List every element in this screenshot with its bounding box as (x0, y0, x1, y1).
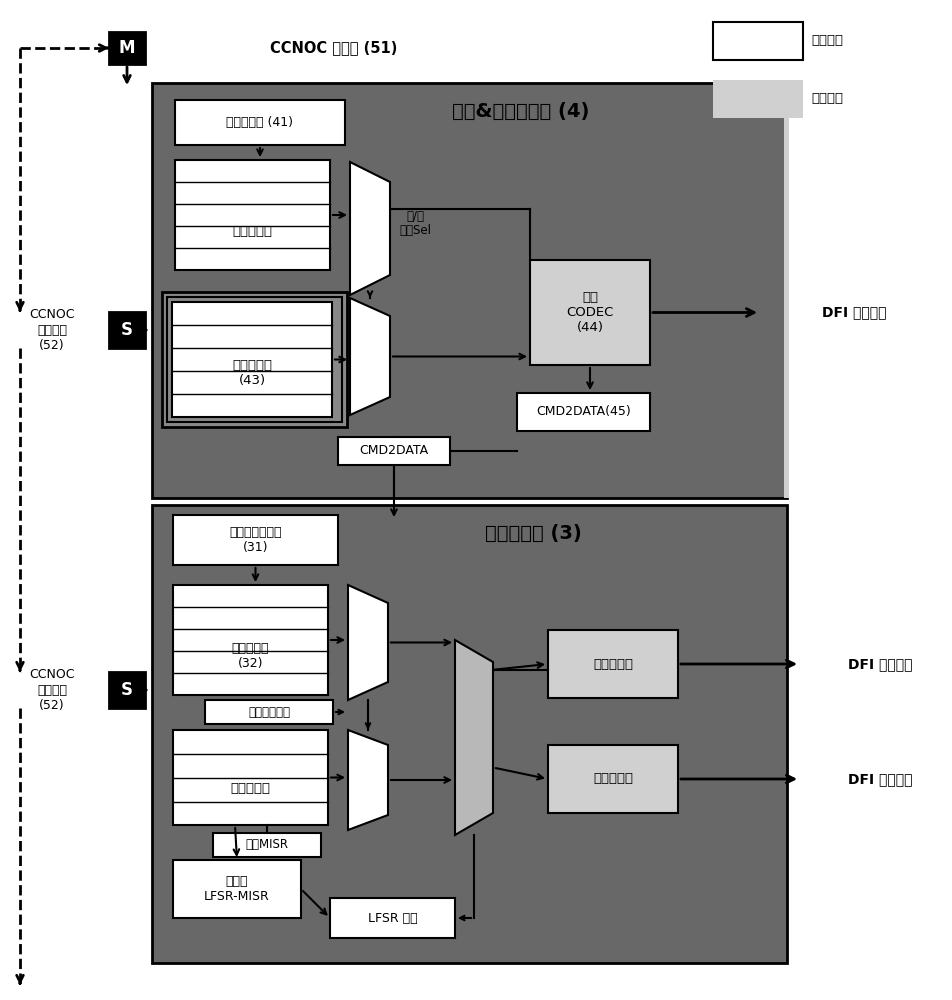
Polygon shape (455, 640, 493, 835)
Bar (713, 22, 803, 60)
Text: S: S (121, 321, 133, 339)
Text: 读取数据模式: 读取数据模式 (248, 706, 290, 718)
Bar (213, 833, 321, 857)
Text: CMD2DATA: CMD2DATA (360, 444, 428, 458)
Text: CMD2DATA(45): CMD2DATA(45) (536, 406, 631, 418)
Bar (530, 260, 650, 365)
Bar (109, 312, 145, 348)
Bar (162, 292, 347, 427)
Text: 命令序列表: 命令序列表 (232, 225, 272, 238)
Bar (175, 160, 330, 270)
Text: CCNOC 主设备 (51): CCNOC 主设备 (51) (270, 40, 397, 55)
Text: CCNOC
从属设备
(52): CCNOC 从属设备 (52) (30, 308, 75, 352)
Bar (152, 505, 787, 963)
Text: DFI 数据传送: DFI 数据传送 (848, 772, 913, 786)
Text: DFI 命令传送: DFI 命令传送 (822, 306, 886, 320)
Text: 数据定序器控制
(31): 数据定序器控制 (31) (229, 526, 282, 554)
Text: 数据解码器: 数据解码器 (593, 658, 633, 670)
Bar (152, 83, 787, 498)
Text: 用于MISR: 用于MISR (246, 838, 288, 852)
Bar (109, 672, 145, 708)
Text: 命令
CODEC
(44): 命令 CODEC (44) (566, 291, 614, 334)
Polygon shape (350, 162, 390, 295)
Text: 可编程
LFSR-MISR: 可编程 LFSR-MISR (204, 875, 269, 903)
Bar (109, 32, 145, 64)
Text: 数据编码器: 数据编码器 (593, 772, 633, 786)
Bar (172, 302, 332, 417)
Text: 地址定序器
(43): 地址定序器 (43) (232, 359, 272, 387)
Bar (173, 585, 328, 695)
Bar (784, 83, 789, 498)
Bar (517, 393, 650, 431)
Bar (548, 630, 678, 698)
Text: 行/列
相位Sel: 行/列 相位Sel (399, 210, 431, 237)
Text: 数据定序器 (3): 数据定序器 (3) (485, 524, 582, 542)
Text: 无关协议: 无关协议 (811, 34, 843, 47)
Text: CCNOC
从属设备
(52): CCNOC 从属设备 (52) (30, 668, 75, 712)
Bar (205, 700, 333, 724)
Polygon shape (350, 298, 390, 415)
Bar (330, 898, 455, 938)
Text: 特定协议: 特定协议 (811, 93, 843, 105)
Text: M: M (119, 39, 135, 57)
Bar (175, 100, 345, 145)
Text: S: S (121, 681, 133, 699)
Polygon shape (348, 585, 388, 700)
Text: 命令定序器 (41): 命令定序器 (41) (227, 116, 293, 129)
Bar (173, 730, 328, 825)
Text: LFSR 比较: LFSR 比较 (367, 912, 417, 924)
Text: 数据缓冲器: 数据缓冲器 (230, 782, 270, 795)
Bar (173, 515, 338, 565)
Bar (173, 860, 301, 918)
Polygon shape (348, 730, 388, 830)
Bar (338, 437, 450, 465)
Bar (548, 745, 678, 813)
Text: DFI 数据接收: DFI 数据接收 (848, 657, 913, 671)
Text: 数据序列表
(32): 数据序列表 (32) (231, 643, 269, 670)
Bar (713, 80, 803, 118)
Bar (167, 297, 342, 422)
Text: 命令&地址定序器 (4): 命令&地址定序器 (4) (451, 102, 589, 120)
